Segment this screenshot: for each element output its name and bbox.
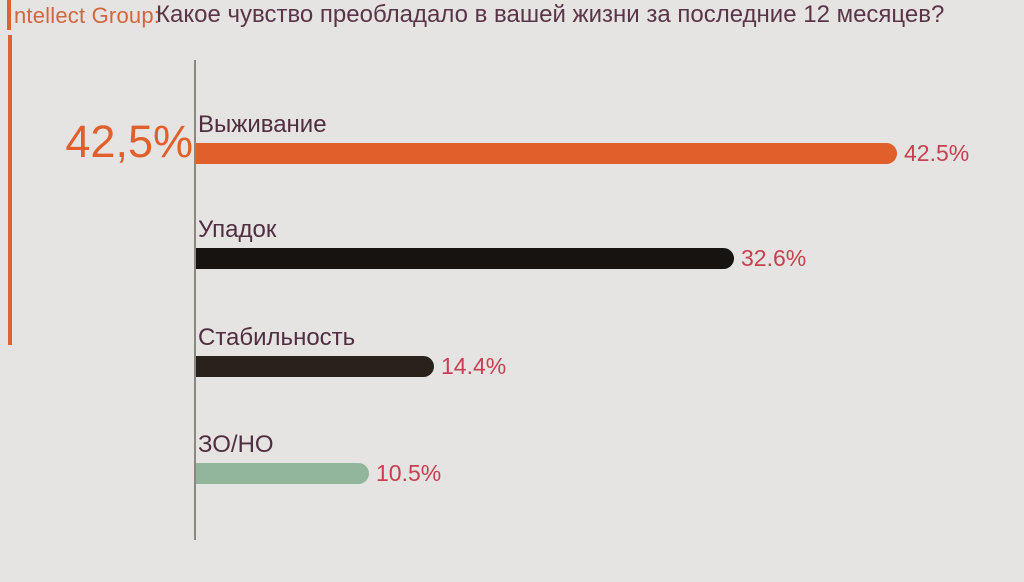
logo-stem-bar-icon <box>8 35 12 345</box>
bar-value-label: 42.5% <box>904 140 970 166</box>
logo-text: ntellect Group: <box>14 3 161 28</box>
bar-2 <box>196 248 734 269</box>
highlight-value: 42,5% <box>65 116 193 167</box>
bar-chart-plot-area: Выживание 42.5% Упадок 32.6% Стабильность 14.… <box>196 0 1024 582</box>
bar-value-label: 32.6% <box>741 245 807 271</box>
bar-3 <box>196 356 434 377</box>
bar-category-label: Стабильность <box>198 324 356 351</box>
y-axis-line <box>194 60 196 540</box>
bar-category-label: Выживание <box>198 111 327 138</box>
bar-value-label: 14.4% <box>441 353 507 379</box>
bar-value-label: 10.5% <box>376 460 442 486</box>
bar-4 <box>196 463 369 484</box>
bar-category-label: Упадок <box>198 216 277 243</box>
bar-category-label: ЗО/НО <box>198 431 274 458</box>
logo-i-bar-icon <box>7 0 11 30</box>
chart-title: Какое чувство преобладало в вашей жизни … <box>156 1 945 28</box>
bar-1 <box>196 143 897 164</box>
